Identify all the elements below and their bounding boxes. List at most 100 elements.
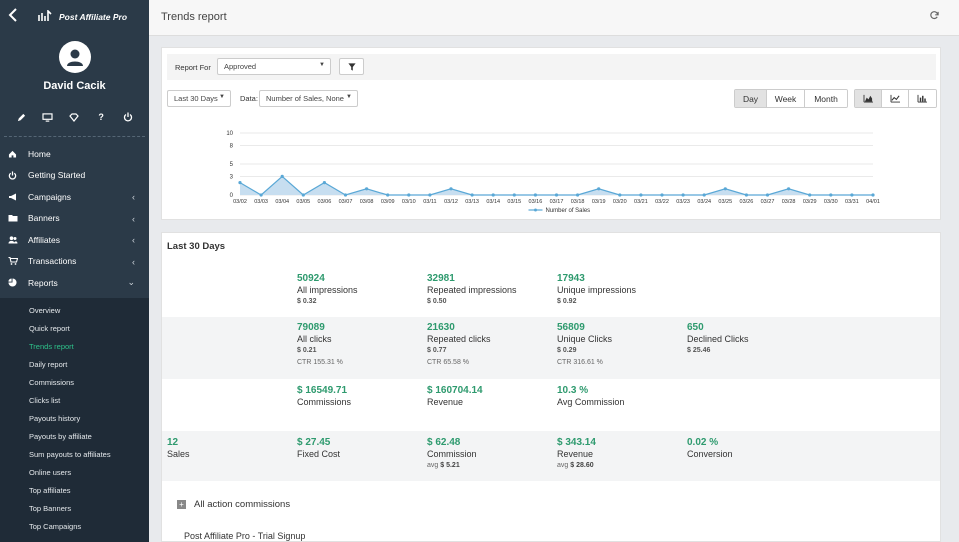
avatar[interactable]	[58, 41, 91, 73]
x-tick-label: 03/06	[318, 199, 332, 205]
data-point	[259, 193, 263, 197]
data-select[interactable]: Number of Sales, None ▼	[259, 90, 358, 107]
filter-button[interactable]	[339, 58, 364, 75]
line-chart-button[interactable]	[882, 90, 909, 107]
page-title: Trends report	[161, 11, 227, 23]
subnav-item-clicks-list[interactable]: Clicks list	[29, 396, 61, 405]
period-day-button[interactable]: Day	[735, 90, 767, 107]
megaphone-icon	[8, 192, 22, 202]
x-tick-label: 03/18	[571, 199, 585, 205]
x-tick-label: 03/23	[676, 199, 690, 205]
help-icon[interactable]: ?	[98, 112, 104, 122]
stat-ctr: CTR 65.58 %	[427, 359, 470, 366]
stat-declined-clicks: 650 Declined Clicks $ 25.46	[687, 322, 749, 357]
subnav-item-sum-payouts[interactable]: Sum payouts to affiliates	[29, 450, 111, 459]
subnav-item-daily-report[interactable]: Daily report	[29, 360, 68, 369]
nav-item-home[interactable]: Home	[0, 143, 149, 165]
diamond-icon[interactable]	[67, 110, 81, 124]
nav-label: Banners	[28, 213, 60, 224]
data-point	[787, 187, 791, 191]
subnav-item-overview[interactable]: Overview	[29, 306, 61, 315]
back-icon[interactable]	[8, 7, 28, 27]
area-chart-button[interactable]	[855, 90, 882, 107]
power-off-icon[interactable]	[121, 110, 135, 124]
data-point	[301, 193, 305, 197]
stat-value: 17943	[557, 273, 585, 284]
data-point	[597, 187, 601, 191]
area-chart-icon	[863, 94, 873, 103]
chart-type-toggle	[854, 89, 937, 108]
x-tick-label: 03/31	[845, 199, 859, 205]
stat-label: Commissions	[297, 397, 352, 407]
subnav-item-top-campaigns[interactable]: Top Campaigns	[29, 522, 82, 531]
nav-item-affiliates[interactable]: Affiliates ‹	[0, 229, 149, 251]
edit-icon[interactable]	[14, 110, 28, 124]
pie-chart-icon	[8, 278, 22, 288]
data-point	[723, 187, 727, 191]
stat-sale-commission: $ 62.48 Commission avg $ 5.21	[427, 437, 477, 472]
data-point	[765, 193, 770, 197]
data-point	[681, 193, 685, 197]
top-bar: Trends report	[149, 0, 959, 36]
summary-title: Last 30 Days	[167, 241, 226, 252]
stat-sub: $ 0.92	[557, 298, 577, 305]
subnav-item-top-affiliates[interactable]: Top affiliates	[29, 486, 71, 495]
data-label: Data:	[240, 94, 258, 103]
stat-value: $ 343.14	[557, 437, 596, 448]
data-point	[449, 187, 453, 191]
data-point	[829, 193, 833, 197]
nav-label: Affiliates	[28, 234, 60, 245]
summary-panel: Last 30 Days 50924 All impressions $ 0.3…	[161, 232, 941, 542]
stat-label: Revenue	[557, 449, 594, 459]
filter-bar: Report For Approved ▼	[167, 54, 936, 80]
line-chart-icon	[890, 94, 900, 103]
stat-value: $ 27.45	[297, 437, 331, 448]
stat-repeated-impressions: 32981 Repeated impressions $ 0.50	[427, 273, 517, 308]
x-tick-label: 03/02	[233, 199, 247, 205]
x-tick-label: 03/03	[254, 199, 268, 205]
summary-row-clicks: 79089 All clicks $ 0.21 CTR 155.31 % 216…	[162, 317, 940, 379]
period-month-button[interactable]: Month	[805, 90, 847, 107]
data-point	[660, 193, 664, 197]
nav-item-transactions[interactable]: Transactions ‹	[0, 251, 149, 273]
subnav-item-quick-report[interactable]: Quick report	[29, 324, 70, 333]
nav-item-banners[interactable]: Banners ‹	[0, 208, 149, 230]
nav-item-getting-started[interactable]: Getting Started	[0, 165, 149, 187]
all-action-commissions-label: All action commissions	[194, 499, 291, 510]
nav-item-reports[interactable]: Reports ⌄	[0, 272, 149, 294]
subnav-item-payouts-by-affiliate[interactable]: Payouts by affiliate	[29, 432, 92, 441]
x-tick-label: 03/12	[444, 199, 458, 205]
caret-down-icon: ▼	[346, 94, 352, 100]
x-tick-label: 03/10	[402, 199, 416, 205]
subnav-item-top-banners[interactable]: Top Banners	[29, 504, 72, 513]
subnav-item-online-users[interactable]: Online users	[29, 468, 72, 477]
refresh-icon[interactable]	[930, 11, 939, 22]
summary-row-sales: 12 Sales $ 27.45 Fixed Cost $ 62.48 Comm…	[162, 431, 940, 481]
report-for-select[interactable]: Approved ▼	[217, 58, 331, 75]
monitor-icon[interactable]	[41, 110, 55, 124]
bar-chart-button[interactable]	[909, 90, 936, 107]
x-tick-label: 03/22	[655, 199, 669, 205]
x-tick-label: 03/25	[718, 199, 732, 205]
stat-label: Conversion	[687, 449, 733, 459]
data-point	[470, 193, 474, 197]
subnav-item-commissions[interactable]: Commissions	[29, 378, 75, 387]
subnav-item-payouts-history[interactable]: Payouts history	[29, 414, 81, 423]
nav-item-campaigns[interactable]: Campaigns ‹	[0, 186, 149, 208]
legend-label: Number of Sales	[546, 208, 591, 214]
stat-sale-revenue: $ 343.14 Revenue avg $ 28.60	[557, 437, 596, 472]
stat-fixed-cost: $ 27.45 Fixed Cost	[297, 437, 340, 460]
caret-down-icon: ▼	[319, 62, 325, 68]
x-tick-label: 03/11	[423, 199, 436, 205]
subnav-item-trends-report[interactable]: Trends report	[29, 342, 74, 351]
date-range-select[interactable]: Last 30 Days ▼	[167, 90, 231, 107]
stat-label: Fixed Cost	[297, 449, 341, 459]
all-action-commissions-toggle[interactable]: + All action commissions	[177, 499, 290, 510]
stat-avg: avg $ 5.21	[427, 462, 460, 469]
data-point	[618, 193, 622, 197]
stat-label: Unique Clicks	[557, 334, 613, 344]
period-week-button[interactable]: Week	[767, 90, 805, 107]
stat-avg: avg $ 28.60	[557, 462, 594, 469]
stat-sub: $ 0.32	[297, 298, 317, 305]
stat-value: 56809	[557, 322, 585, 333]
